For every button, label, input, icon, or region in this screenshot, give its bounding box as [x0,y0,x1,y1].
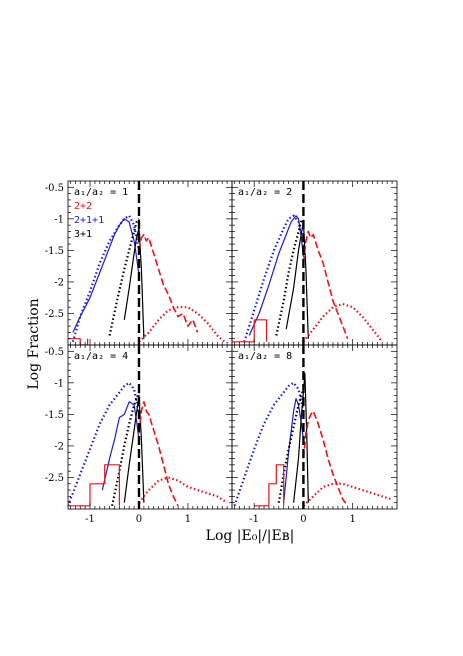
x-tick-label: 0 [136,514,142,525]
series-red-dotted [302,302,384,343]
series-red-dashed [302,410,349,507]
series-black-solid [285,221,309,339]
series-red-dotted [138,306,226,343]
series-red-solid [232,319,268,343]
series-blue-solid [283,398,304,503]
y-tick-label: -2 [54,441,64,452]
panels-group: -0.5 -1 -1.5 -2 -2.5 a₁/a₂ = 1 2+2 2+1+1 3+1 a₁/a… [45,180,398,525]
series-red-dashed [138,233,199,333]
series-black-dotted [277,388,305,503]
y-tick-label: -2.5 [45,473,64,484]
legend-entry: 2+1+1 [74,215,104,226]
series-black-dotted [111,391,141,507]
series-red-dotted [302,482,393,507]
panel-frame [231,344,398,510]
panel-title: a₁/a₂ = 8 [238,351,292,362]
series-blue-dotted [243,214,305,343]
y-tick-label: -2.5 [45,309,64,320]
panel-2: a₁/a₂ = 2 [231,180,398,346]
x-tick-label: 1 [185,514,191,525]
series-red-solid [254,464,285,507]
x-tick-label: -1 [249,514,259,525]
panel-frame [67,180,233,346]
series-blue-dotted [71,214,141,343]
panel-4: -1 0 1 a₁/a₂ = 8 [231,344,398,525]
y-tick-label: -1 [54,214,64,225]
panel-plot-area [68,181,226,345]
x-tick-label: -1 [85,514,95,525]
series-blue-solid [72,218,140,333]
legend-entry: 2+2 [74,201,92,212]
series-blue-solid [248,215,304,336]
series-blue-solid [101,401,140,491]
y-tick-label: -1.5 [45,410,64,421]
y-tick-label: -2 [54,277,64,288]
panel-title: a₁/a₂ = 1 [74,187,128,198]
series-blue-dotted [68,381,141,507]
x-axis-title: Log |E₀|/|Eʙ| [206,528,295,544]
panel-title: a₁/a₂ = 4 [74,351,128,362]
series-red-dashed [138,400,179,507]
panel-plot-area [68,345,228,509]
y-tick-label: -0.5 [45,347,64,358]
x-tick-label: 0 [300,514,306,525]
panel-plot-area [232,181,384,345]
panel-title: a₁/a₂ = 2 [238,187,292,198]
y-tick-label: -0.5 [45,183,64,194]
series-red-dotted [138,476,228,504]
panel-plot-area [233,345,393,509]
x-tick-label: 1 [349,514,355,525]
series-red-solid [68,464,121,507]
legend-entry: 3+1 [74,229,92,240]
series-black-solid [123,227,145,339]
series-black-solid [123,394,145,503]
series-black-dotted [108,218,140,336]
series-red-solid [68,338,89,345]
series-red-dashed [302,230,349,339]
series-black-dotted [275,218,305,336]
y-axis-title: Log Fraction [26,298,42,389]
series-blue-dotted [233,381,305,507]
panel-3: -0.5 -1 -1.5 -2 -2.5 -1 0 1 a₁/a₂ = 4 [45,344,233,525]
panel-1: -0.5 -1 -1.5 -2 -2.5 a₁/a₂ = 1 2+2 2+1+1 3+1 [45,180,233,346]
y-tick-label: -1.5 [45,246,64,257]
y-tick-label: -1 [54,378,64,389]
